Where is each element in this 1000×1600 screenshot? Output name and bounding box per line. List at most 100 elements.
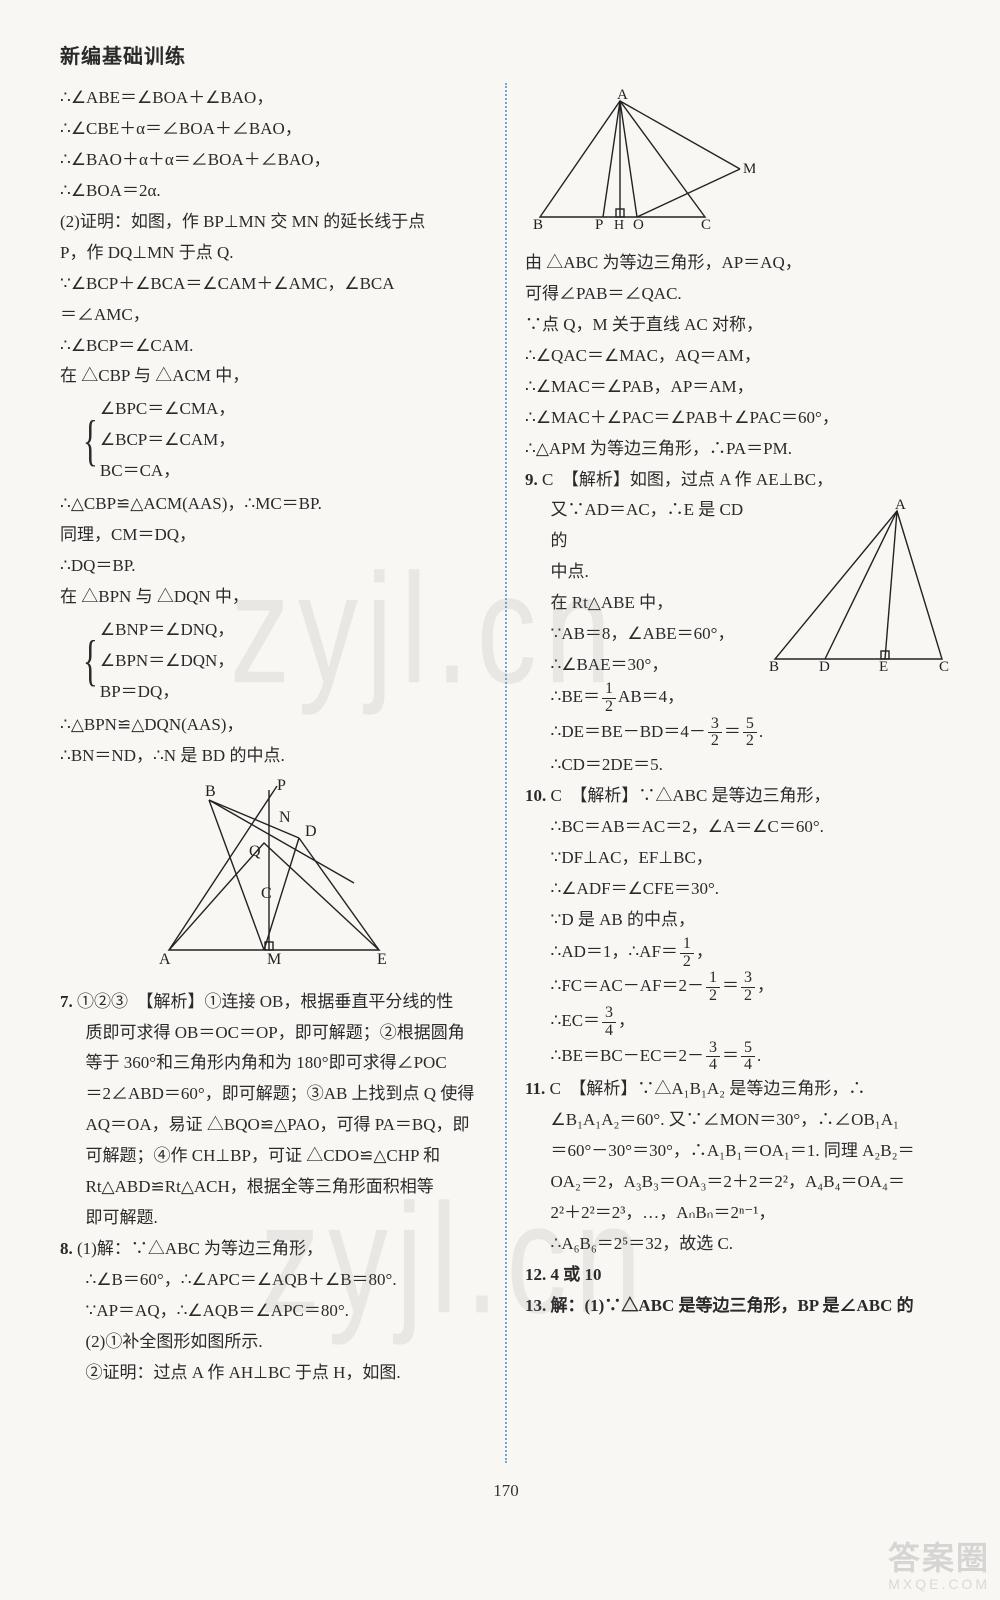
q9-line: ∴DE＝BE－BD＝4－32＝52. xyxy=(525,716,952,751)
math-line: 在 △BPN 与 △DQN 中， xyxy=(60,582,487,613)
q11-line: ＝60°－30°＝30°，∴A₁B₁＝OA₁＝1. 同理 A₂B₂＝ xyxy=(525,1136,952,1167)
math-line: ∵∠BCP＋∠BCA＝∠CAM＋∠AMC，∠BCA xyxy=(60,269,487,300)
math-line: ＝∠AMC， xyxy=(60,300,487,331)
brace-line: ∠BPN＝∠DQN， xyxy=(100,646,234,677)
geometry-figure-2: A M B P H Q C xyxy=(525,89,952,240)
svg-text:P: P xyxy=(595,217,603,229)
math-line: 由 △ABC 为等边三角形，AP＝AQ， xyxy=(525,248,952,279)
q7-line: 即可解题. xyxy=(60,1203,487,1234)
svg-text:B: B xyxy=(533,217,543,229)
q10-line: ∵DF⊥AC，EF⊥BC， xyxy=(525,843,952,874)
q13: 13. 解：(1)∵△ABC 是等边三角形，BP 是∠ABC 的 xyxy=(525,1291,952,1322)
svg-text:B: B xyxy=(769,659,779,674)
q10-line: ∵D 是 AB 的中点， xyxy=(525,905,952,936)
svg-text:A: A xyxy=(895,499,906,513)
q7-line: AQ＝OA，易证 △BQO≌△PAO，可得 PA＝BQ，即 xyxy=(60,1110,487,1141)
brace-line: BC＝CA， xyxy=(100,456,235,487)
brace-block: { ∠BPC＝∠CMA， ∠BCP＝∠CAM， BC＝CA， xyxy=(77,394,487,487)
math-line: ∴BN＝ND，∴N 是 BD 的中点. xyxy=(60,741,487,772)
q7-line: 可解题；④作 CH⊥BP，可证 △CDO≌△CHP 和 xyxy=(60,1141,487,1172)
svg-text:Q: Q xyxy=(249,843,261,860)
math-line: ∴∠CBE＋α＝∠BOA＋∠BAO， xyxy=(60,114,487,145)
math-line: ∴△CBP≌△ACM(AAS)，∴MC＝BP. xyxy=(60,489,487,520)
svg-text:P: P xyxy=(277,778,286,794)
math-line: ∵点 Q，M 关于直线 AC 对称， xyxy=(525,310,952,341)
q8-line: ∵AP＝AQ，∴∠AQB＝∠APC＝80°. xyxy=(60,1296,487,1327)
svg-text:A: A xyxy=(617,89,628,103)
q10-line: ∴BE＝BC－EC＝2－34＝54. xyxy=(525,1040,952,1075)
header-title: 新编基础训练 xyxy=(60,40,952,69)
q9-line: ∴CD＝2DE＝5. xyxy=(525,750,952,781)
brace-line: ∠BNP＝∠DNQ， xyxy=(100,615,234,646)
svg-text:E: E xyxy=(377,951,387,968)
math-line: 可得∠PAB＝∠QAC. xyxy=(525,279,952,310)
geometry-figure-3: A B D E C xyxy=(767,499,952,685)
badge-line-2: MXQE.COM xyxy=(888,1577,990,1592)
q-head: C 【解析】如图，过点 A 作 AE⊥BC， xyxy=(542,470,833,489)
math-line: ∴∠MAC＋∠PAC＝∠PAB＋∠PAC＝60°， xyxy=(525,403,952,434)
q7-line: 等于 360°和三角形内角和为 180°即可求得∠POC xyxy=(60,1048,487,1079)
corner-badge: 答案圈 MXQE.COM xyxy=(888,1541,990,1592)
math-line: 在 △CBP 与 △ACM 中， xyxy=(60,361,487,392)
geometry-figure-1: B P N D Q C A M E xyxy=(60,778,487,979)
q11-line: OA₂＝2，A₃B₃＝OA₃＝2＋2＝2²，A₄B₄＝OA₄＝ xyxy=(525,1167,952,1198)
q10-line: ∴∠ADF＝∠CFE＝30°. xyxy=(525,874,952,905)
brace-icon: { xyxy=(83,394,98,487)
q-head: C 【解析】∵△ABC 是等边三角形， xyxy=(551,786,831,805)
column-left: ∴∠ABE＝∠BOA＋∠BAO， ∴∠CBE＋α＝∠BOA＋∠BAO， ∴∠BA… xyxy=(60,83,505,1463)
math-line: ∴∠ABE＝∠BOA＋∠BAO， xyxy=(60,83,487,114)
svg-text:C: C xyxy=(701,217,711,229)
svg-text:H: H xyxy=(614,218,624,229)
math-line: ∴∠QAC＝∠MAC，AQ＝AM， xyxy=(525,341,952,372)
q8-line: ②证明：过点 A 作 AH⊥BC 于点 H，如图. xyxy=(60,1358,487,1389)
q7-line: 质即可求得 OB＝OC＝OP，即可解题；②根据圆角 xyxy=(60,1018,487,1049)
q7-line: Rt△ABD≌Rt△ACH，根据全等三角形面积相等 xyxy=(60,1172,487,1203)
math-line: ∴△BPN≌△DQN(AAS)， xyxy=(60,710,487,741)
q10: 10. C 【解析】∵△ABC 是等边三角形， xyxy=(525,781,952,812)
q-number: 9. xyxy=(525,470,538,489)
q10-line: ∴BC＝AB＝AC＝2，∠A＝∠C＝60°. xyxy=(525,812,952,843)
brace-icon: { xyxy=(83,615,98,708)
svg-text:D: D xyxy=(819,659,830,674)
svg-text:Q: Q xyxy=(633,217,644,229)
q-number: 10. xyxy=(525,786,546,805)
brace-block: { ∠BNP＝∠DNQ， ∠BPN＝∠DQN， BP＝DQ， xyxy=(77,615,487,708)
q7: 7. ①②③ 【解析】①连接 OB，根据垂直平分线的性 xyxy=(60,987,487,1018)
q11-line: ∴A₆B₆＝2⁵＝32，故选 C. xyxy=(525,1229,952,1260)
q12: 12. 4 或 10 xyxy=(525,1260,952,1291)
q8-line: ∴∠B＝60°，∴∠APC＝∠AQB＋∠B＝80°. xyxy=(60,1265,487,1296)
q11-line: ∠B₁A₁A₂＝60°. 又∵∠MON＝30°，∴∠OB₁A₁ xyxy=(525,1105,952,1136)
q8: 8. (1)解：∵△ABC 为等边三角形， xyxy=(60,1234,487,1265)
svg-text:C: C xyxy=(939,659,949,674)
column-right: A M B P H Q C 由 △ABC 为等边三角形，AP＝AQ， 可得∠PA… xyxy=(507,83,952,1463)
brace-line: BP＝DQ， xyxy=(100,677,234,708)
badge-line-1: 答案圈 xyxy=(888,1541,990,1576)
q-number: 7. xyxy=(60,992,73,1011)
math-line: ∴∠MAC＝∠PAB，AP＝AM， xyxy=(525,372,952,403)
svg-text:D: D xyxy=(305,823,317,840)
math-line: P，作 DQ⊥MN 于点 Q. xyxy=(60,238,487,269)
math-line: ∴DQ＝BP. xyxy=(60,551,487,582)
q8-line: (1)解：∵△ABC 为等边三角形， xyxy=(77,1239,323,1258)
brace-line: ∠BPC＝∠CMA， xyxy=(100,394,235,425)
svg-text:B: B xyxy=(205,783,216,800)
svg-text:E: E xyxy=(879,659,888,674)
q-number: 11. xyxy=(525,1079,545,1098)
svg-text:N: N xyxy=(279,809,291,826)
q9: 9. C 【解析】如图，过点 A 作 AE⊥BC， xyxy=(525,465,952,496)
page-number: 170 xyxy=(60,1481,952,1501)
q9-line: ∴BE＝12AB＝4， xyxy=(525,681,952,716)
q-number: 8. xyxy=(60,1239,73,1258)
columns: ∴∠ABE＝∠BOA＋∠BAO， ∴∠CBE＋α＝∠BOA＋∠BAO， ∴∠BA… xyxy=(60,83,952,1463)
q-head: C 【解析】∵△A₁B₁A₂ 是等边三角形，∴ xyxy=(550,1079,866,1098)
q7-line: ＝2∠ABD＝60°，即可解题；③AB 上找到点 Q 使得 xyxy=(60,1079,487,1110)
q10-line: ∴EC＝34， xyxy=(525,1005,952,1040)
q11-line: 2²＋2²＝2³，…，AₙBₙ＝2ⁿ⁻¹， xyxy=(525,1198,952,1229)
q8-line: (2)①补全图形如图所示. xyxy=(60,1327,487,1358)
math-line: 同理，CM＝DQ， xyxy=(60,520,487,551)
brace-line: ∠BCP＝∠CAM， xyxy=(100,425,235,456)
q10-line: ∴FC＝AC－AF＝2－12＝32， xyxy=(525,970,952,1005)
math-line: ∴∠BOA＝2α. xyxy=(60,176,487,207)
q11: 11. C 【解析】∵△A₁B₁A₂ 是等边三角形，∴ xyxy=(525,1074,952,1105)
q10-line: ∴AD＝1，∴AF＝12， xyxy=(525,936,952,971)
